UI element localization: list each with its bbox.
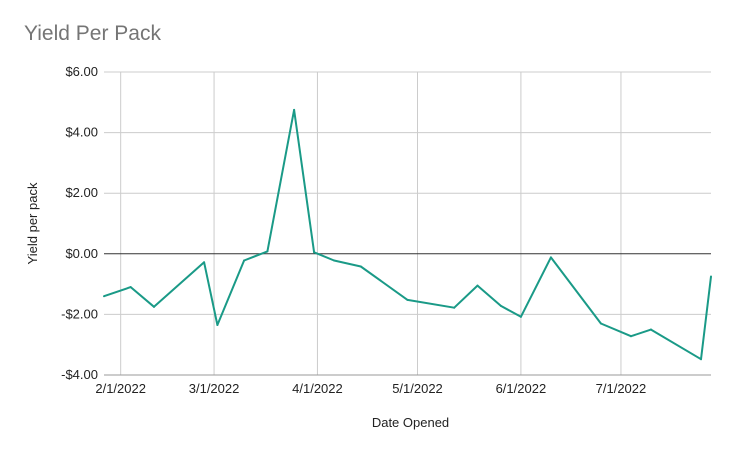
data-point bbox=[519, 315, 522, 318]
chart-title: Yield Per Pack bbox=[24, 22, 161, 45]
y-tick-labels: $6.00 $4.00 $2.00 $0.00 -$2.00 -$4.00 bbox=[61, 64, 98, 382]
data-point bbox=[476, 284, 479, 287]
x-tick-labels: 2/1/2022 3/1/2022 4/1/2022 5/1/2022 6/1/2022… bbox=[95, 381, 646, 396]
x-tick-label: 2/1/2022 bbox=[95, 381, 146, 396]
data-point bbox=[649, 328, 652, 331]
data-point bbox=[406, 298, 409, 301]
data-point bbox=[153, 305, 156, 308]
y-tick-label: -$2.00 bbox=[61, 306, 98, 321]
y-axis-label: Yield per pack bbox=[25, 182, 40, 264]
data-point bbox=[599, 322, 602, 325]
series-line bbox=[103, 108, 712, 361]
y-tick-label: $0.00 bbox=[65, 246, 98, 261]
series-line-path bbox=[103, 108, 712, 361]
data-point bbox=[129, 286, 132, 289]
data-point bbox=[333, 259, 336, 262]
data-point bbox=[629, 335, 632, 338]
x-tick-label: 6/1/2022 bbox=[496, 381, 547, 396]
data-point bbox=[710, 275, 712, 278]
data-point bbox=[699, 358, 702, 361]
x-tick-label: 4/1/2022 bbox=[292, 381, 343, 396]
gridlines bbox=[104, 71, 711, 376]
data-point bbox=[243, 259, 246, 262]
data-point bbox=[216, 324, 219, 327]
data-point bbox=[499, 304, 502, 307]
data-point bbox=[203, 261, 206, 264]
y-tick-label: $4.00 bbox=[65, 125, 98, 140]
data-point bbox=[359, 265, 362, 268]
y-tick-label: $2.00 bbox=[65, 185, 98, 200]
data-point bbox=[293, 108, 296, 111]
data-point bbox=[453, 306, 456, 309]
y-tick-label: -$4.00 bbox=[61, 367, 98, 382]
x-tick-label: 5/1/2022 bbox=[392, 381, 443, 396]
data-point bbox=[103, 295, 105, 298]
data-point bbox=[313, 251, 316, 254]
x-tick-label: 7/1/2022 bbox=[596, 381, 647, 396]
y-tick-label: $6.00 bbox=[65, 64, 98, 79]
x-axis-label: Date Opened bbox=[372, 415, 449, 430]
data-point bbox=[549, 256, 552, 259]
x-tick-label: 3/1/2022 bbox=[189, 381, 240, 396]
data-point bbox=[266, 250, 269, 253]
